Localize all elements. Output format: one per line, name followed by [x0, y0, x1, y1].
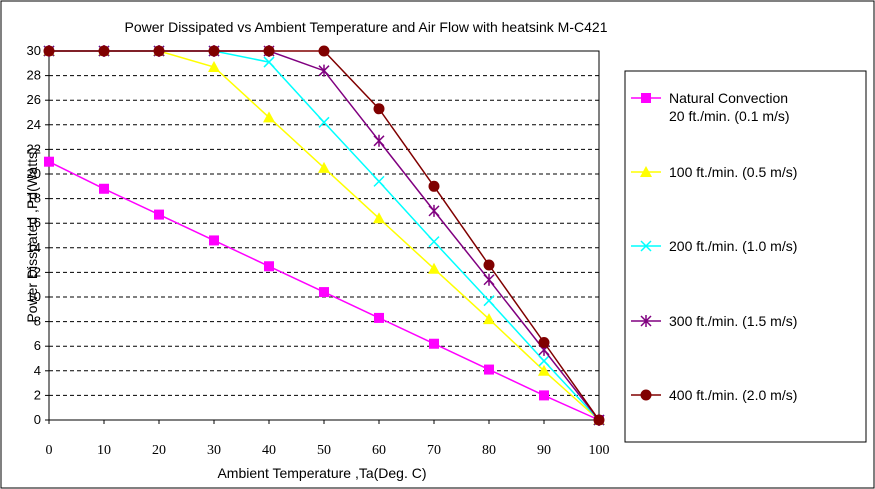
- y-tick-label: 16: [27, 215, 41, 230]
- legend-label: Natural Convection: [669, 90, 788, 106]
- data-point-x: [428, 236, 440, 248]
- data-point-square: [539, 390, 549, 401]
- y-tick-label: 2: [34, 387, 41, 402]
- x-tick-label: 100: [589, 443, 610, 458]
- data-point-square: [264, 261, 274, 272]
- data-point-triangle: [483, 313, 495, 325]
- data-point-circle: [428, 180, 440, 192]
- data-point-circle: [43, 45, 55, 57]
- data-point-star: [640, 315, 652, 327]
- y-tick-label: 6: [34, 338, 41, 353]
- data-point-square: [154, 209, 164, 220]
- data-point-x: [318, 116, 330, 128]
- legend-entry: Natural Convection 20 ft./min. (0.1 m/s): [631, 90, 790, 124]
- legend-entry: 100 ft./min. (0.5 m/s): [631, 164, 797, 180]
- y-tick-label: 20: [27, 166, 41, 181]
- series: [43, 45, 605, 426]
- data-point-circle: [318, 45, 330, 57]
- x-tick-label: 60: [372, 443, 386, 458]
- data-point-triangle: [208, 60, 220, 72]
- y-tick-label: 22: [27, 141, 41, 156]
- data-point-star: [318, 64, 330, 77]
- legend-entry: 200 ft./min. (1.0 m/s): [631, 238, 797, 254]
- data-point-circle: [538, 337, 550, 349]
- x-tick-label: 0: [46, 443, 53, 458]
- data-point-square: [374, 312, 384, 323]
- data-point-circle: [483, 259, 495, 271]
- legend-entry: 300 ft./min. (1.5 m/s): [631, 313, 797, 329]
- y-tick-label: 0: [34, 412, 41, 427]
- data-point-square: [641, 93, 651, 103]
- data-point-triangle: [318, 161, 330, 173]
- data-point-circle: [593, 414, 605, 426]
- legend-label-line2: 20 ft./min. (0.1 m/s): [669, 108, 790, 124]
- data-point-x: [483, 295, 495, 307]
- plot-area: [48, 50, 600, 421]
- data-point-circle: [373, 103, 385, 115]
- x-axis-label: Ambient Temperature ,Ta(Deg. C): [217, 465, 426, 481]
- data-point-star: [428, 204, 440, 217]
- y-tick-label: 18: [27, 191, 41, 206]
- data-point-circle: [640, 389, 652, 401]
- chart-title: Power Dissipated vs Ambient Temperature …: [125, 19, 608, 35]
- x-tick-label: 10: [97, 443, 111, 458]
- x-axis-ticks: 0 10 20 30 40 50 60 70 80 90 100: [46, 420, 610, 458]
- legend-label: 300 ft./min. (1.5 m/s): [669, 313, 797, 329]
- x-tick-label: 70: [427, 443, 441, 458]
- x-tick-label: 40: [262, 443, 276, 458]
- legend-label: 100 ft./min. (0.5 m/s): [669, 164, 797, 180]
- data-point-star: [373, 134, 385, 147]
- y-tick-label: 10: [27, 289, 41, 304]
- data-point-circle: [153, 45, 165, 57]
- data-point-square: [99, 183, 109, 194]
- data-point-square: [319, 287, 329, 298]
- x-tick-label: 90: [537, 443, 551, 458]
- data-point-star: [483, 273, 495, 286]
- y-tick-label: 30: [27, 43, 41, 58]
- x-tick-label: 30: [207, 443, 221, 458]
- series-layer: [43, 45, 605, 426]
- y-tick-label: 24: [27, 117, 41, 132]
- grid-lines: [49, 75, 599, 396]
- x-tick-label: 80: [482, 443, 496, 458]
- data-point-x: [263, 56, 275, 68]
- data-point-x: [640, 240, 652, 252]
- data-point-triangle: [640, 166, 652, 177]
- data-point-x: [373, 175, 385, 187]
- data-point-circle: [263, 45, 275, 57]
- legend-entry: 400 ft./min. (2.0 m/s): [631, 387, 797, 403]
- legend-label: 400 ft./min. (2.0 m/s): [669, 387, 797, 403]
- data-point-triangle: [373, 212, 385, 224]
- legend: Natural Convection 20 ft./min. (0.1 m/s) 1…: [631, 90, 797, 403]
- data-point-triangle: [428, 262, 440, 274]
- y-axis-label: Power Disspated ,Pd(Watts): [24, 147, 40, 322]
- y-tick-label: 12: [27, 264, 41, 279]
- data-point-x: [538, 355, 550, 367]
- data-point-circle: [98, 45, 110, 57]
- data-point-triangle: [263, 111, 275, 123]
- y-tick-label: 14: [27, 240, 41, 255]
- data-point-circle: [208, 45, 220, 57]
- x-tick-label: 20: [152, 443, 166, 458]
- y-tick-label: 26: [27, 92, 41, 107]
- x-tick-label: 50: [317, 443, 331, 458]
- y-tick-label: 8: [34, 314, 41, 329]
- data-point-square: [209, 235, 219, 246]
- data-point-triangle: [538, 364, 550, 376]
- legend-box: [624, 70, 867, 443]
- data-point-square: [44, 156, 54, 167]
- y-tick-label: 4: [34, 363, 41, 378]
- data-point-square: [484, 364, 494, 375]
- data-point-square: [429, 338, 439, 349]
- legend-label: 200 ft./min. (1.0 m/s): [669, 238, 797, 254]
- y-tick-label: 28: [27, 68, 41, 83]
